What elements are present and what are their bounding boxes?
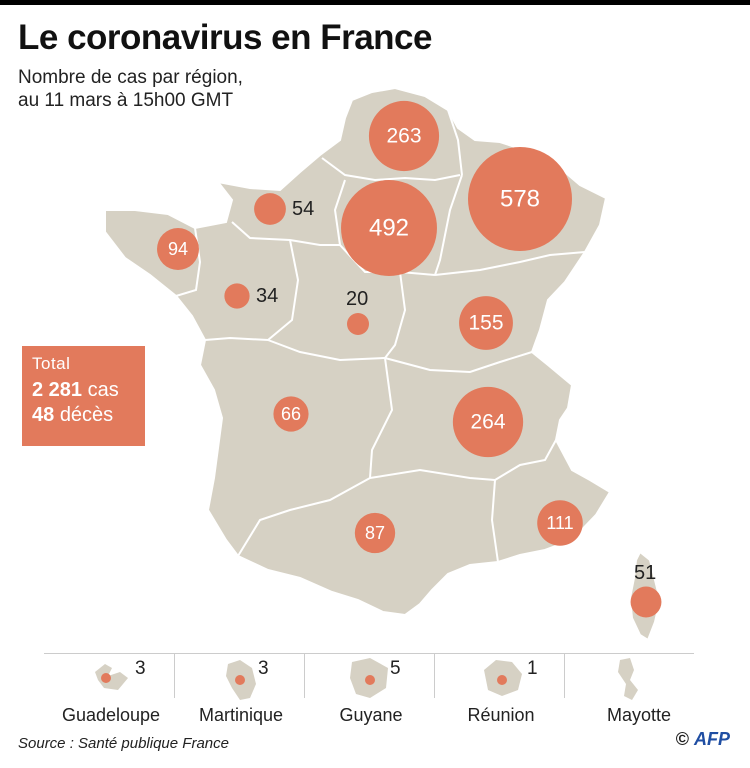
bubble-label-normandie: 54	[292, 198, 314, 220]
bubble-provence-alpes-cote-d-azur	[537, 500, 583, 546]
bubble-auvergne-rhone-alpes	[452, 386, 524, 458]
bubble-pays-de-la-loire	[224, 283, 250, 309]
guadeloupe-name: Guadeloupe	[61, 705, 161, 725]
border-ara-paca	[494, 439, 557, 481]
reunion-count: 1	[527, 658, 538, 679]
overseas-separator	[174, 654, 175, 698]
total-cases-unit: cas	[87, 379, 119, 401]
bubble-label-pays-de-la-loire: 34	[256, 285, 278, 307]
guyane-count: 5	[390, 658, 401, 679]
border-ge-bfc	[434, 251, 586, 276]
copyright-symbol: ©	[675, 729, 689, 749]
bubble-corse	[630, 586, 662, 618]
bubble-label-provence-alpes-cote-d-azur: 111	[546, 513, 573, 533]
border-centre-south	[267, 339, 386, 362]
guyane-name: Guyane	[339, 705, 403, 725]
overseas-shapes	[95, 658, 638, 700]
border-centre-east	[384, 271, 407, 359]
reunion-name: Réunion	[467, 705, 535, 725]
guadeloupe-count: 3	[135, 658, 146, 679]
reunion-dot	[497, 675, 507, 685]
martinique-name: Martinique	[198, 705, 284, 725]
subtitle-line-1: Nombre de cas par région,	[18, 67, 243, 88]
subtitle-line-2: au 11 mars à 15h00 GMT	[18, 90, 234, 111]
border-bfc-ara	[384, 351, 533, 374]
source-note: Source : Santé publique France	[18, 735, 229, 752]
map-title: Le coronavirus en France	[18, 18, 432, 57]
bubble-label-ile-de-france: 492	[369, 215, 409, 242]
map-subtitle: Nombre de cas par région, au 11 mars à 1…	[18, 66, 243, 112]
border-ara-occ	[369, 468, 496, 481]
overseas-separator	[434, 654, 435, 698]
border-na-ara	[369, 357, 394, 479]
martinique-count: 3	[258, 658, 269, 679]
bubble-label-nouvelle-aquitaine: 66	[281, 404, 301, 424]
bubble-normandie	[254, 193, 286, 225]
bubble-bretagne	[157, 228, 199, 270]
guyane-dot	[365, 675, 375, 685]
total-deaths-value: 48	[32, 404, 55, 426]
guadeloupe-dot	[101, 673, 111, 683]
bubble-ile-de-france	[341, 180, 437, 276]
bubble-bourgogne-franche-comte	[459, 296, 513, 350]
bubble-label-auvergne-rhone-alpes: 264	[470, 411, 505, 434]
bubble-label-centre-val-de-loire: 20	[346, 288, 368, 310]
bubble-label-grand-est: 578	[500, 186, 540, 213]
top-rule	[0, 0, 750, 5]
case-bubbles: 263 578 492 54 94 34 20 155 66 264 87 111 51	[157, 100, 662, 618]
credit: © AFP	[676, 729, 730, 750]
guadeloupe-shape	[95, 664, 128, 690]
total-cases: 2 281 cas	[32, 378, 135, 403]
overseas-separator	[304, 654, 305, 698]
bubble-label-bretagne: 94	[168, 239, 188, 259]
bubble-hauts-de-france	[368, 100, 440, 172]
afp-logo: AFP	[694, 729, 730, 749]
bubble-centre-val-de-loire	[347, 313, 369, 335]
bubble-label-corse: 51	[634, 562, 656, 584]
bubble-nouvelle-aquitaine	[273, 396, 309, 432]
bubble-grand-est	[468, 147, 572, 251]
border-ge-west	[434, 174, 463, 276]
martinique-dot	[235, 675, 245, 685]
mayotte-name: Mayotte	[606, 705, 672, 725]
border-hdf-ge	[447, 109, 463, 176]
mayotte-shape	[618, 658, 638, 700]
overseas-strip	[44, 653, 694, 698]
bubble-label-bourgogne-franche-comte: 155	[468, 312, 503, 335]
total-deaths-unit: décès	[59, 404, 114, 426]
total-label: Total	[32, 354, 71, 373]
total-cases-value: 2 281	[32, 379, 83, 401]
bubble-label-occitanie: 87	[365, 523, 385, 543]
bubble-label-hauts-de-france: 263	[386, 125, 421, 148]
border-occ-paca	[490, 479, 499, 563]
border-na-occ	[237, 477, 371, 557]
total-box: Total 2 281 cas 48 décès	[22, 346, 145, 446]
border-pdl-centre	[204, 239, 300, 342]
bubble-occitanie	[354, 512, 396, 554]
total-deaths: 48 décès	[32, 403, 135, 428]
overseas-separator	[564, 654, 565, 698]
border-hdf-south	[321, 157, 461, 182]
